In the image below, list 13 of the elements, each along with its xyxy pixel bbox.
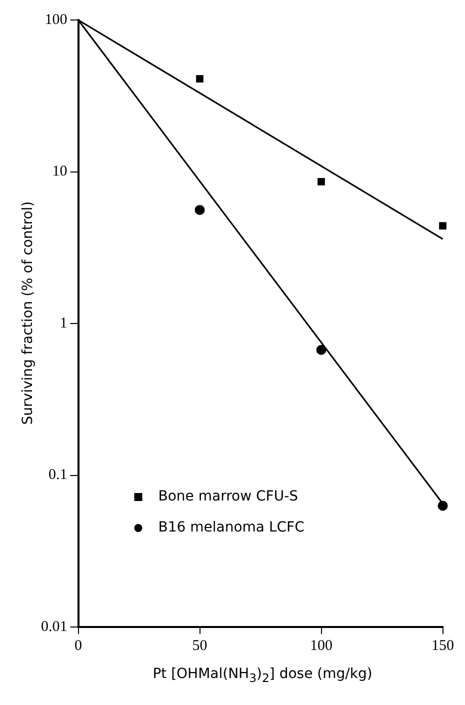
x-tick-label: 100 [310, 638, 332, 654]
y-tick-label: 0.1 [48, 467, 68, 484]
x-tick-label: 50 [192, 638, 208, 654]
legend-label: B16 melanoma LCFC [158, 520, 305, 536]
legend-label: Bone marrow CFU-S [158, 488, 298, 505]
y-tick-label: 0.01 [41, 618, 68, 635]
y-tick-label: 1 [60, 315, 68, 332]
x-tick-label: 0 [74, 638, 82, 654]
x-tick-label: 150 [432, 638, 454, 654]
y-tick-label: 10 [52, 164, 68, 180]
y-axis-title: Surviving fraction (% of control) [20, 201, 36, 425]
x-axis-title: Pt [OHMal(NH$_{3}$)$_{2}$] dose (mg/kg) [152, 666, 374, 685]
y-tick-label: 100 [44, 12, 68, 28]
